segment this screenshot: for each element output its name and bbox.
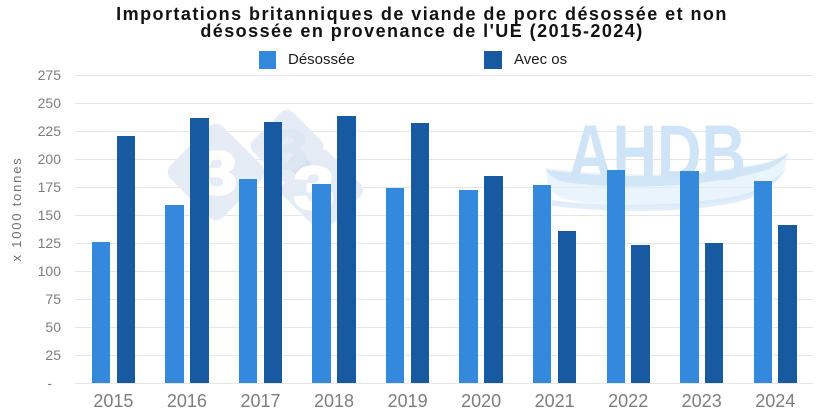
svg-text:AHDB: AHDB [568, 110, 746, 198]
